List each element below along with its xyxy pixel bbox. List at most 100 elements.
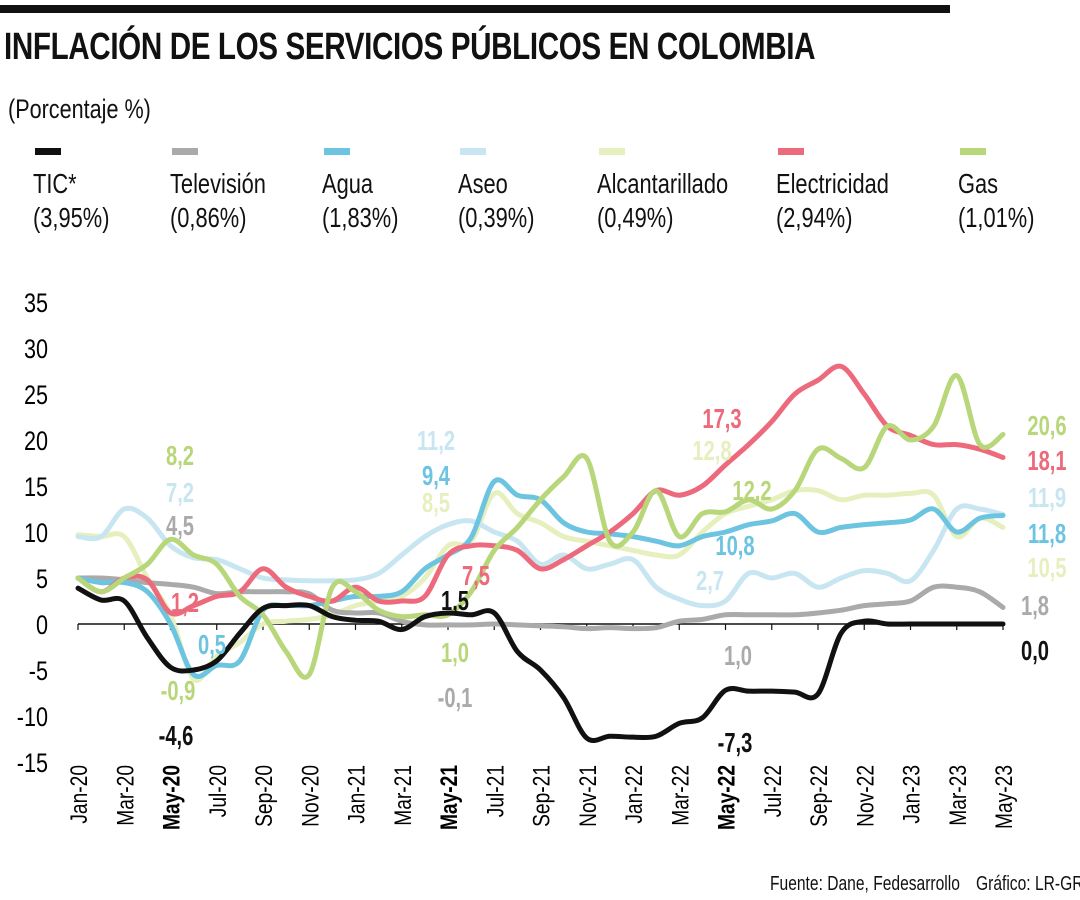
data-label: 12,2 — [732, 476, 771, 507]
legend-series-name: Agua — [322, 168, 374, 199]
data-label: 18,1 — [1027, 446, 1066, 477]
data-label: 20,6 — [1027, 411, 1066, 442]
legend-series-weight: (3,95%) — [33, 202, 110, 233]
legend-label: TIC* (3,95%) — [33, 167, 109, 235]
series-line-aseo — [75, 503, 1006, 609]
legend-label: Alcantarillado (0,49%) — [597, 167, 728, 235]
series-line-gas — [75, 373, 1006, 680]
data-label: 8,5 — [422, 488, 450, 519]
legend-series-weight: (0,86%) — [170, 202, 247, 233]
x-tick-label: Mar-20 — [111, 765, 139, 826]
legend-label: Electricidad (2,94%) — [776, 167, 889, 235]
legend-series-name: Gas — [958, 168, 999, 199]
legend-item: Gas (1,01%) — [958, 148, 1056, 235]
x-tick-label: Jan-21 — [342, 765, 370, 824]
legend-series-name: Alcantarillado — [597, 168, 729, 199]
y-tick-label: -5 — [29, 657, 48, 687]
y-tick-label: 20 — [24, 427, 48, 457]
legend-label: Agua (1,83%) — [322, 167, 398, 235]
data-label: 0,0 — [1021, 636, 1049, 667]
x-tick-label: Sep-21 — [527, 765, 555, 827]
legend-series-name: Aseo — [458, 168, 508, 199]
y-tick-label: 5 — [36, 565, 48, 595]
data-label: 11,9 — [1028, 483, 1066, 514]
x-tick-label: Mar-22 — [666, 765, 694, 826]
y-tick-label: 15 — [24, 473, 48, 503]
data-label: 1,8 — [1021, 591, 1049, 622]
data-label: 4,5 — [166, 511, 194, 542]
data-label: 17,3 — [702, 404, 741, 435]
x-tick-label: May-21 — [435, 765, 463, 830]
data-label: 1,0 — [441, 638, 469, 669]
legend-swatch — [460, 148, 486, 155]
x-tick-label: Mar-23 — [944, 765, 972, 826]
x-tick-label: May-23 — [990, 765, 1018, 829]
x-tick-label: Mar-21 — [389, 765, 417, 826]
legend-series-name: Electricidad — [776, 168, 889, 199]
legend-swatch — [324, 148, 350, 155]
legend-series-weight: (1,83%) — [322, 202, 399, 233]
chart-title: INFLACIÓN DE LOS SERVICIOS PÚBLICOS EN C… — [4, 26, 816, 68]
x-tick-label: Nov-22 — [851, 765, 879, 827]
series-line-electricidad — [75, 363, 1006, 617]
legend-swatch — [599, 148, 625, 155]
x-tick-label: Jan-20 — [65, 765, 93, 824]
data-label: 1,2 — [171, 588, 199, 619]
series-line-tic — [75, 585, 1006, 744]
data-label: -0,9 — [161, 676, 196, 707]
data-label: -0,1 — [438, 683, 473, 714]
legend-series-name: TIC* — [33, 168, 77, 199]
x-tick-label: Nov-21 — [574, 765, 602, 827]
data-label: 1,5 — [441, 586, 469, 617]
x-tick-label: May-20 — [157, 765, 185, 830]
legend-label: Gas (1,01%) — [958, 167, 1034, 235]
x-tick-label: Jul-21 — [481, 765, 509, 817]
data-label: 7,2 — [166, 478, 194, 509]
legend-series-name: Televisión — [170, 168, 266, 199]
y-tick-label: 0 — [36, 611, 48, 641]
data-label: 0,5 — [198, 630, 226, 661]
legend-item: Aseo (0,39%) — [458, 148, 556, 235]
y-tick-label: -15 — [17, 749, 48, 779]
data-label: 9,4 — [422, 461, 450, 492]
data-label: 10,5 — [1027, 553, 1066, 584]
source-note: Fuente: Dane, Fedesarrollo — [770, 873, 960, 895]
x-tick-label: May-22 — [712, 765, 740, 830]
legend-swatch — [778, 148, 804, 155]
data-label: 11,2 — [417, 426, 455, 457]
legend-item: Alcantarillado (0,49%) — [597, 148, 765, 235]
data-label: 10,8 — [715, 531, 754, 562]
legend-item: TIC* (3,95%) — [33, 148, 131, 235]
x-tick-label: Nov-20 — [296, 765, 324, 827]
top-rule — [0, 5, 950, 13]
data-label: 8,2 — [166, 441, 194, 472]
y-tick-label: 10 — [24, 519, 48, 549]
data-label: 7,5 — [462, 561, 490, 592]
legend-swatch — [172, 148, 198, 155]
legend-item: Electricidad (2,94%) — [776, 148, 921, 235]
legend-series-weight: (2,94%) — [776, 202, 853, 233]
chart-subtitle: (Porcentaje %) — [8, 94, 151, 124]
y-tick-label: -10 — [17, 703, 48, 733]
data-label: -7,3 — [718, 728, 753, 759]
credit-note: Gráfico: LR-GR — [976, 873, 1080, 895]
legend-series-weight: (0,49%) — [597, 202, 674, 233]
legend-swatch — [960, 148, 986, 155]
data-label: 1,0 — [724, 641, 752, 672]
legend-series-weight: (0,39%) — [458, 202, 535, 233]
legend-swatch — [35, 148, 61, 155]
x-tick-label: Jan-22 — [620, 765, 648, 824]
x-tick-label: Sep-22 — [805, 765, 833, 827]
y-tick-label: 25 — [24, 381, 48, 411]
legend-label: Aseo (0,39%) — [458, 167, 534, 235]
legend-series-weight: (1,01%) — [958, 202, 1035, 233]
x-tick-label: Sep-20 — [250, 765, 278, 827]
x-tick-label: Jul-22 — [759, 765, 787, 817]
x-tick-label: Jan-23 — [897, 765, 925, 824]
data-label: -4,6 — [159, 721, 194, 752]
legend-label: Televisión (0,86%) — [170, 167, 266, 235]
y-tick-label: 30 — [24, 335, 48, 365]
data-label: 11,8 — [1028, 519, 1066, 550]
data-label: 2,7 — [696, 566, 724, 597]
